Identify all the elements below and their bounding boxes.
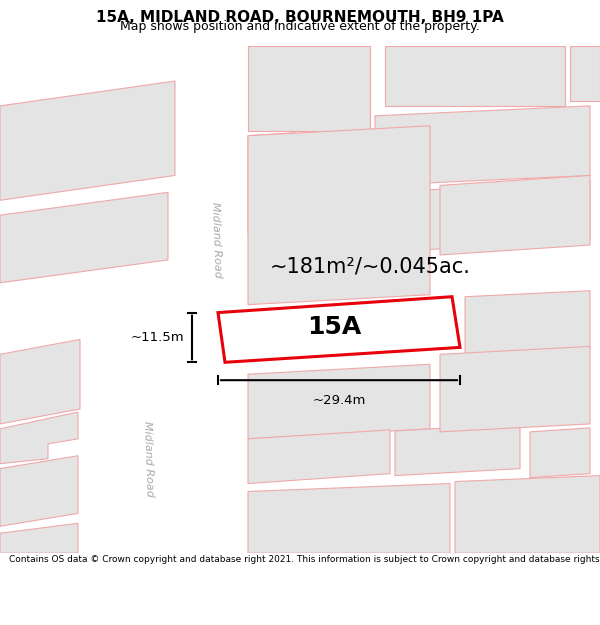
Polygon shape (88, 46, 170, 553)
Text: Contains OS data © Crown copyright and database right 2021. This information is : Contains OS data © Crown copyright and d… (9, 555, 600, 564)
Polygon shape (152, 46, 238, 553)
Polygon shape (0, 456, 78, 526)
Polygon shape (570, 46, 600, 101)
Text: Midland Road: Midland Road (209, 202, 223, 278)
Polygon shape (395, 424, 520, 476)
Polygon shape (510, 181, 590, 245)
Polygon shape (440, 176, 590, 255)
Polygon shape (0, 523, 78, 553)
Polygon shape (375, 186, 500, 253)
Polygon shape (248, 132, 295, 233)
Polygon shape (0, 339, 80, 424)
Polygon shape (385, 46, 565, 106)
Text: ~29.4m: ~29.4m (313, 394, 365, 407)
Text: Midland Road: Midland Road (142, 421, 154, 497)
Text: Map shows position and indicative extent of the property.: Map shows position and indicative extent… (120, 20, 480, 33)
Polygon shape (375, 106, 590, 186)
Polygon shape (0, 81, 175, 200)
Polygon shape (0, 192, 168, 282)
Polygon shape (530, 428, 590, 478)
Text: 15A: 15A (307, 315, 361, 339)
Polygon shape (455, 476, 600, 553)
Polygon shape (248, 126, 430, 304)
Polygon shape (240, 304, 420, 348)
Text: ~181m²/~0.045ac.: ~181m²/~0.045ac. (269, 257, 470, 277)
Polygon shape (248, 46, 370, 131)
Polygon shape (248, 430, 390, 484)
Text: 15A, MIDLAND ROAD, BOURNEMOUTH, BH9 1PA: 15A, MIDLAND ROAD, BOURNEMOUTH, BH9 1PA (96, 10, 504, 25)
Polygon shape (465, 291, 590, 356)
Polygon shape (218, 297, 460, 362)
Polygon shape (248, 364, 430, 439)
Text: ~11.5m: ~11.5m (130, 331, 184, 344)
Polygon shape (248, 484, 450, 553)
Polygon shape (0, 412, 78, 464)
Polygon shape (440, 346, 590, 432)
